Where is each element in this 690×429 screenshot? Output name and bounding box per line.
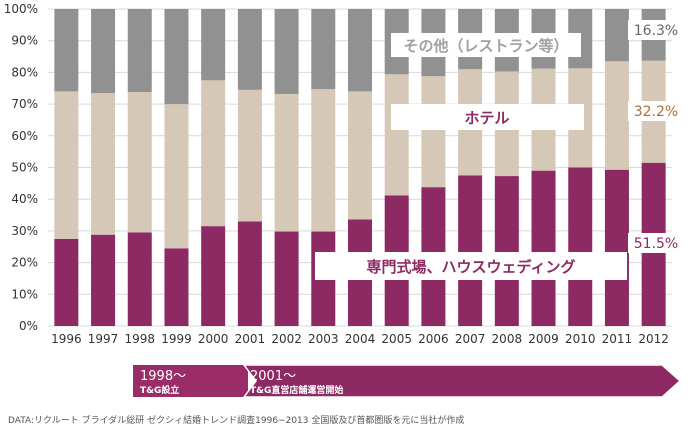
x-tick-label: 2010 — [565, 332, 596, 346]
bar-segment-venue — [164, 248, 189, 326]
bar-segment-other — [127, 9, 152, 93]
bar-segment-other — [348, 9, 372, 92]
value-label-venue: 51.5% — [634, 236, 678, 252]
value-bg-other — [628, 20, 684, 40]
x-tick-label: 2007 — [455, 332, 486, 346]
x-tick-label: 2000 — [198, 332, 229, 346]
bar-segment-venue — [127, 232, 152, 326]
timeline-1-year: 1998〜 — [140, 369, 186, 384]
bar-segment-other — [237, 9, 262, 90]
y-tick-label: 100% — [4, 2, 38, 16]
series-label-hotel: ホテル — [464, 109, 509, 127]
x-tick-label: 2003 — [308, 332, 339, 346]
x-tick-label: 2004 — [345, 332, 376, 346]
x-tick-label: 2012 — [638, 332, 669, 346]
timeline-2-text: T&G直営店舗運営開始 — [250, 384, 343, 396]
x-tick-label: 1998 — [124, 332, 155, 346]
y-tick-label: 80% — [11, 65, 38, 79]
value-bg-venue — [628, 233, 684, 253]
timeline-arrow-1 — [133, 365, 248, 397]
timeline-1-text: T&G設立 — [140, 384, 179, 396]
bar-segment-hotel — [237, 89, 262, 222]
x-tick-label: 1999 — [161, 332, 192, 346]
x-tick-label: 2001 — [235, 332, 266, 346]
series-label-other: その他（レストラン等） — [403, 37, 568, 55]
bar-segment-hotel — [127, 92, 152, 233]
bar-segment-hotel — [91, 93, 116, 235]
bar-segment-hotel — [604, 61, 629, 170]
y-tick-label: 70% — [11, 97, 38, 111]
y-tick-label: 90% — [11, 34, 38, 48]
value-bg-hotel — [628, 101, 684, 121]
bar-segment-other — [164, 9, 189, 105]
bar-segment-other — [604, 9, 629, 62]
y-tick-label: 0% — [19, 319, 38, 333]
bar-segment-hotel — [164, 104, 189, 249]
value-label-hotel: 32.2% — [634, 104, 678, 120]
bar-segment-hotel — [384, 74, 409, 196]
bar-segment-venue — [54, 238, 79, 326]
x-tick-label: 2002 — [271, 332, 302, 346]
bar-segment-hotel — [54, 91, 79, 239]
bar-segment-other — [311, 9, 336, 90]
bar-segment-venue — [531, 170, 556, 326]
x-tick-label: 2008 — [492, 332, 523, 346]
y-axis: 0% 10% 20% 30% 40% 50% 60% 70% 80% 90% 100% — [4, 2, 38, 333]
bar-segment-venue — [604, 169, 629, 326]
bar-segment-venue — [458, 175, 483, 326]
y-tick-label: 30% — [11, 224, 38, 238]
bar-segment-venue — [237, 221, 262, 326]
value-label-other: 16.3% — [634, 23, 678, 39]
label-bg-venue — [315, 252, 627, 280]
timeline-2-year: 2001〜 — [250, 369, 296, 384]
x-axis: 1996 1997 1998 1999 2000 2001 2002 2003 2004 2005… — [51, 332, 669, 346]
timeline-arrow-2 — [242, 364, 682, 398]
bar-segment-venue — [494, 176, 519, 326]
bar-segment-hotel — [311, 89, 336, 232]
label-bg-other — [391, 33, 581, 57]
bar-segment-other — [274, 9, 299, 94]
bar-segment-venue — [568, 167, 593, 326]
bar-segment-hotel — [348, 91, 372, 220]
bar-segment-venue — [201, 226, 226, 326]
x-tick-label: 2011 — [602, 332, 633, 346]
bar-segment-venue — [274, 231, 299, 326]
bar-segment-other — [201, 9, 226, 81]
y-tick-label: 10% — [11, 287, 38, 301]
x-tick-label: 2005 — [381, 332, 412, 346]
bar-segment-other — [91, 9, 116, 94]
x-tick-label: 1997 — [88, 332, 119, 346]
x-tick-label: 1996 — [51, 332, 82, 346]
bar-segment-hotel — [421, 76, 446, 188]
source-note: DATA:リクルート ブライダル総研 ゼクシィ結婚トレンド調査1996−2013… — [8, 414, 464, 426]
x-tick-label: 2009 — [528, 332, 559, 346]
y-tick-label: 50% — [11, 161, 38, 175]
label-bg-hotel — [391, 104, 584, 130]
x-tick-label: 2006 — [418, 332, 449, 346]
y-tick-label: 20% — [11, 256, 38, 270]
y-tick-label: 60% — [11, 129, 38, 143]
bar-segment-hotel — [274, 93, 299, 232]
series-label-venue: 専門式場、ハウスウェディング — [367, 258, 576, 276]
bar-segment-hotel — [201, 80, 226, 227]
bar-segment-other — [54, 9, 79, 92]
y-tick-label: 40% — [11, 192, 38, 206]
bar-segment-venue — [91, 234, 116, 326]
